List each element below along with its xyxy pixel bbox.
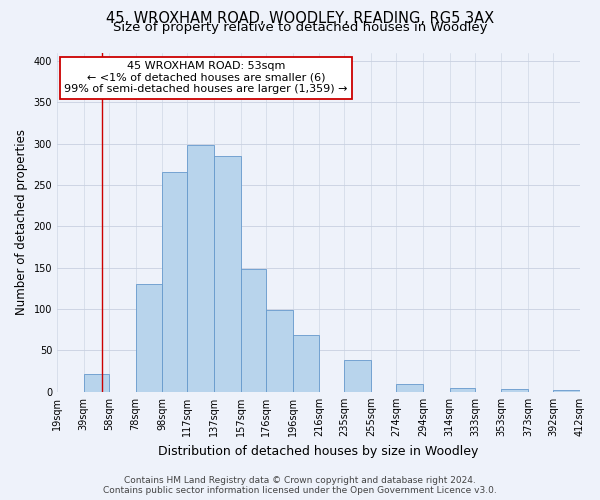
Bar <box>449 388 475 392</box>
Bar <box>162 172 187 392</box>
Bar <box>344 360 371 392</box>
Bar <box>83 374 109 392</box>
Bar <box>293 334 319 392</box>
Bar <box>187 145 214 392</box>
Bar <box>502 390 528 392</box>
Bar <box>241 270 266 392</box>
Bar <box>397 384 423 392</box>
Text: 45 WROXHAM ROAD: 53sqm
← <1% of detached houses are smaller (6)
99% of semi-deta: 45 WROXHAM ROAD: 53sqm ← <1% of detached… <box>64 61 348 94</box>
Text: Size of property relative to detached houses in Woodley: Size of property relative to detached ho… <box>113 21 487 34</box>
Y-axis label: Number of detached properties: Number of detached properties <box>15 129 28 315</box>
Text: Contains HM Land Registry data © Crown copyright and database right 2024.
Contai: Contains HM Land Registry data © Crown c… <box>103 476 497 495</box>
Text: 45, WROXHAM ROAD, WOODLEY, READING, RG5 3AX: 45, WROXHAM ROAD, WOODLEY, READING, RG5 … <box>106 11 494 26</box>
Bar <box>266 310 293 392</box>
Bar <box>214 156 241 392</box>
Bar <box>553 390 580 392</box>
Bar <box>136 284 162 392</box>
X-axis label: Distribution of detached houses by size in Woodley: Distribution of detached houses by size … <box>158 444 479 458</box>
